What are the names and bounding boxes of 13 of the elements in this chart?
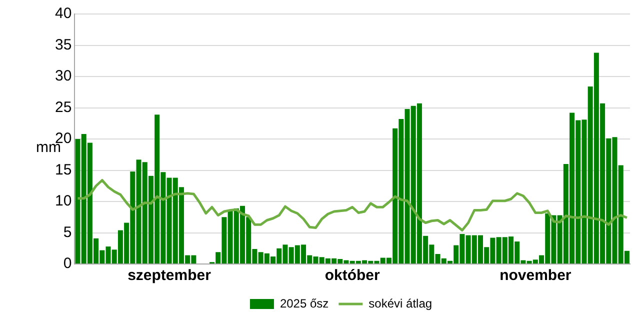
y-tick-label: 25 bbox=[54, 98, 72, 116]
x-tick-label: október bbox=[324, 267, 380, 284]
y-tick-label: 5 bbox=[63, 224, 72, 241]
y-tick-label: 0 bbox=[63, 255, 72, 272]
y-tick-label: 10 bbox=[54, 192, 72, 210]
x-tick-label: november bbox=[500, 267, 572, 284]
x-tick-label: szeptember bbox=[128, 267, 212, 284]
y-tick-label: 30 bbox=[54, 68, 72, 85]
y-tick-label: 15 bbox=[54, 161, 72, 178]
legend-label: 2025 ősz bbox=[280, 296, 329, 310]
y-tick-label: 35 bbox=[54, 36, 72, 54]
legend-label: sokévi átlag bbox=[368, 296, 432, 310]
y-tick-label: 40 bbox=[54, 5, 72, 22]
